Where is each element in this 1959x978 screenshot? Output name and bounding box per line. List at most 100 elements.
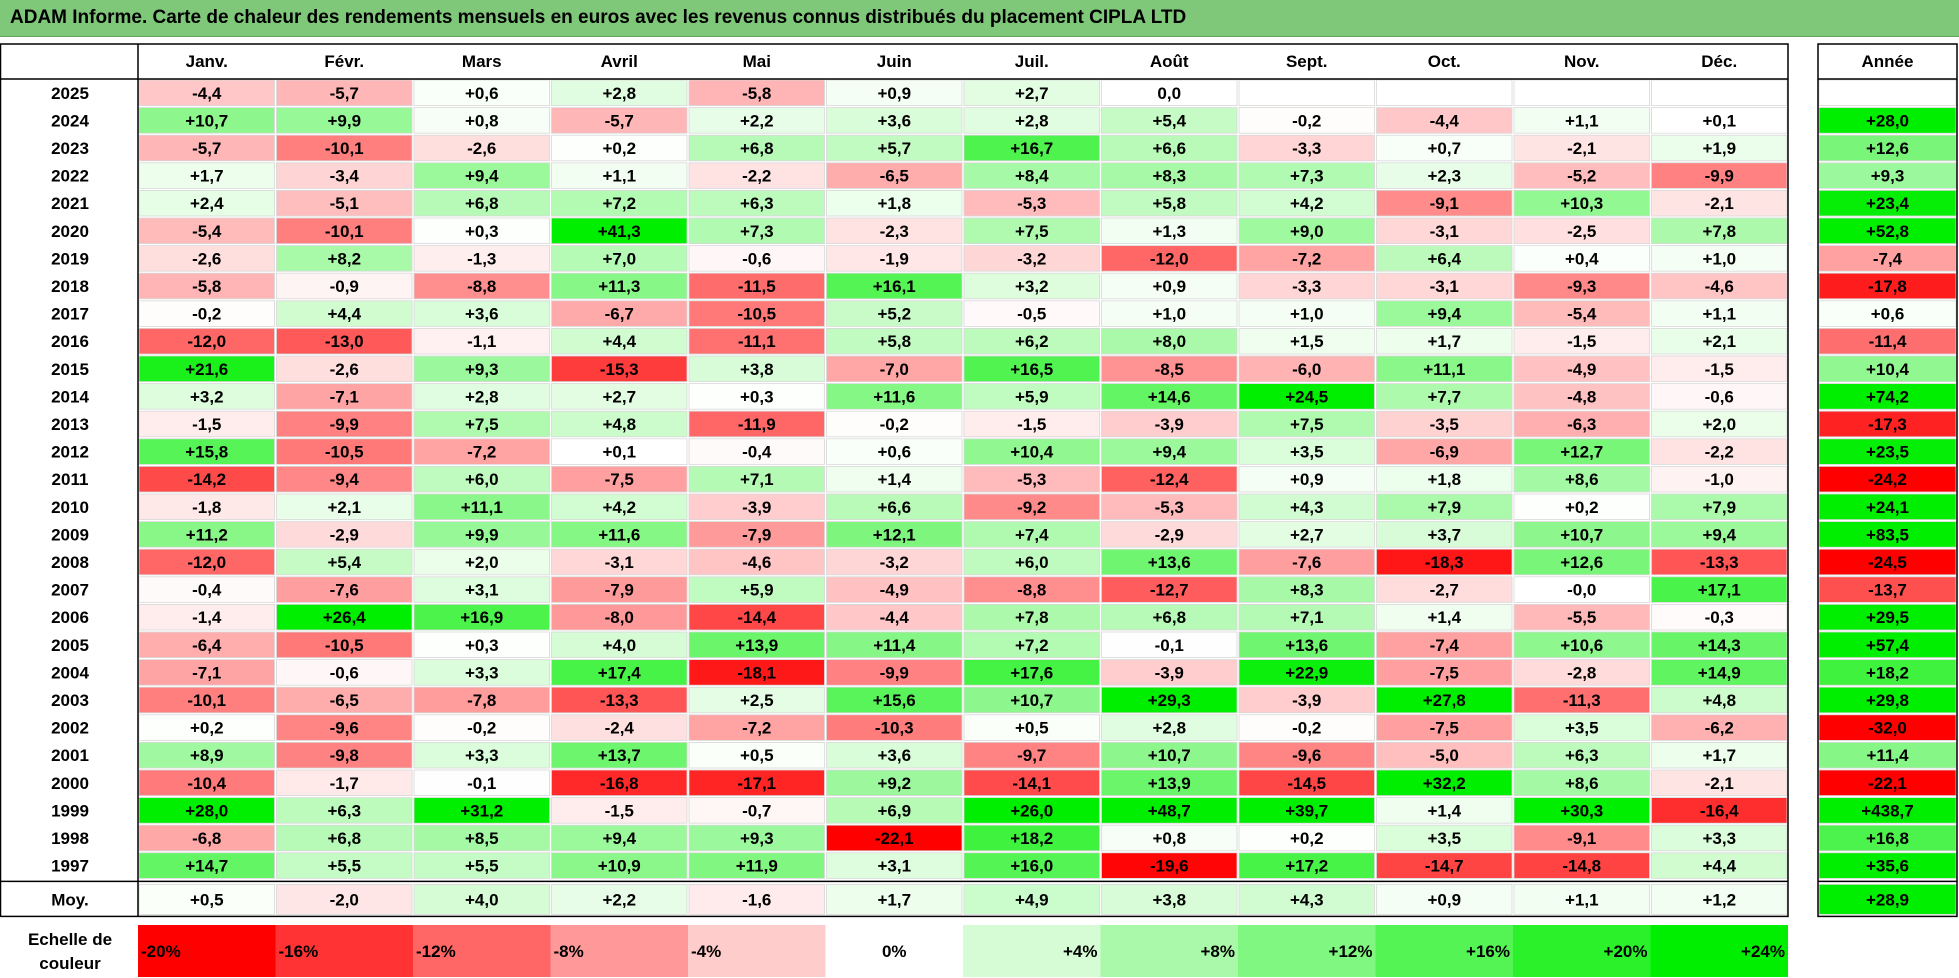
cell-value: +13,9 xyxy=(735,636,778,655)
scale-swatch xyxy=(413,925,551,977)
chart-title: ADAM Informe. Carte de chaleur des rende… xyxy=(10,7,1187,28)
month-header: Mars xyxy=(462,52,502,71)
cell-value: +9,4 xyxy=(1152,443,1186,462)
cell-value: +6,8 xyxy=(327,829,361,848)
cell-value: +31,2 xyxy=(460,801,503,820)
cell-value: -7,8 xyxy=(467,691,496,710)
cell-value: +17,4 xyxy=(598,663,642,682)
cell-value: +0,3 xyxy=(465,222,499,241)
cell-value: +27,8 xyxy=(1423,691,1466,710)
cell-value: +39,7 xyxy=(1285,801,1328,820)
heatmap-cell xyxy=(1513,604,1650,631)
year-label: 2021 xyxy=(51,194,89,213)
cell-value: +11,4 xyxy=(873,636,916,655)
cell-value: -6,7 xyxy=(605,305,634,324)
cell-value: -5,7 xyxy=(192,139,221,158)
heatmap-cell xyxy=(1513,162,1650,189)
scale-value: +4% xyxy=(1063,942,1098,961)
annual-cell xyxy=(1818,410,1957,438)
cell-value: -9,3 xyxy=(1567,277,1596,296)
cell-value: +5,4 xyxy=(327,553,361,572)
cell-value: +0,5 xyxy=(1015,719,1049,738)
table-row: 2005 -6,4 -10,5 +0,3 +4,0 +13,9 +11,4 +7,2 -0,1 +… xyxy=(51,631,1957,659)
cell-value: +2,8 xyxy=(1152,719,1186,738)
heatmap-cell xyxy=(138,465,275,493)
cell-value: -8,8 xyxy=(467,277,496,296)
heatmap-cell xyxy=(1651,355,1788,383)
cell-value: -1,1 xyxy=(467,332,496,351)
heatmap-cell xyxy=(1101,300,1238,327)
heatmap-cell xyxy=(1651,438,1788,465)
year-label: 2005 xyxy=(51,636,89,655)
cell-value: +2,1 xyxy=(1702,332,1736,351)
annual-value: +23,5 xyxy=(1866,443,1909,462)
heatmap-cell xyxy=(551,355,688,383)
month-header: Juin xyxy=(877,52,912,71)
cell-value: -1,4 xyxy=(192,608,222,627)
cell-value: +16,9 xyxy=(460,608,503,627)
heatmap-cell xyxy=(963,631,1100,659)
table-row: 2010 -1,8 +2,1 +11,1 +4,2 -3,9 +6,6 -9,2 -5,3 +4,… xyxy=(51,493,1957,521)
heatmap-cell xyxy=(1238,300,1375,327)
heatmap-cell xyxy=(1376,465,1513,493)
heatmap-cell xyxy=(1376,659,1513,686)
cell-value: -0,2 xyxy=(880,415,909,434)
cell-value: +1,0 xyxy=(1702,249,1736,268)
cell-value: +4,4 xyxy=(1702,857,1736,876)
cell-value: -3,9 xyxy=(1292,691,1321,710)
heatmap-cell xyxy=(1238,686,1375,714)
cell-value: +0,4 xyxy=(1565,249,1599,268)
cell-value: +10,7 xyxy=(1010,691,1053,710)
cell-value: +0,2 xyxy=(1565,498,1599,517)
cell-value: +6,4 xyxy=(1427,249,1461,268)
heatmap-cell xyxy=(963,576,1100,603)
heatmap-cell xyxy=(276,272,413,300)
cell-value: +26,4 xyxy=(323,608,367,627)
cell-value: -5,3 xyxy=(1017,194,1046,213)
table-row: 2019 -2,6 +8,2 -1,3 +7,0 -0,6 -1,9 -3,2 -12,0 -7,… xyxy=(51,245,1957,272)
heatmap-cell xyxy=(276,162,413,189)
cell-value: -3,2 xyxy=(1017,249,1046,268)
heatmap-cell xyxy=(551,107,688,134)
annual-cell xyxy=(1818,300,1957,327)
annual-cell xyxy=(1818,245,1957,272)
cell-value: +0,9 xyxy=(1152,277,1186,296)
cell-value: +30,3 xyxy=(1560,801,1603,820)
cell-value: +13,6 xyxy=(1285,636,1328,655)
heatmap-cell xyxy=(963,245,1100,272)
table-row: 2018 -5,8 -0,9 -8,8 +11,3 -11,5 +16,1 +3,2 +0,9 -… xyxy=(51,272,1957,300)
month-header: Avril xyxy=(601,52,638,71)
cell-value: -5,3 xyxy=(1155,498,1184,517)
heatmap-cell xyxy=(688,162,825,189)
heatmap-cell xyxy=(551,659,688,686)
cell-value: +7,9 xyxy=(1427,498,1461,517)
table-row: 1999 +28,0 +6,3 +31,2 -1,5 -0,7 +6,9 +26,0 +48,7… xyxy=(51,797,1957,824)
heatmap-cell xyxy=(138,576,275,603)
heatmap-cell xyxy=(826,162,963,189)
heatmap-cell xyxy=(1101,272,1238,300)
heatmap-cell xyxy=(688,604,825,631)
heatmap-cell xyxy=(1238,438,1375,465)
cell-value: -3,9 xyxy=(1155,415,1184,434)
heatmap-cell xyxy=(276,686,413,714)
heatmap-cell xyxy=(138,493,275,521)
cell-value: +8,4 xyxy=(1015,167,1049,186)
cell-value: -2,7 xyxy=(1430,581,1459,600)
average-cell xyxy=(688,884,825,915)
scale-swatch xyxy=(1238,925,1376,977)
cell-value: +10,7 xyxy=(1560,525,1603,544)
heatmap-cell xyxy=(688,134,825,162)
heatmap-cell xyxy=(1238,410,1375,438)
heatmap-cell xyxy=(688,576,825,603)
heatmap-cell xyxy=(413,383,550,410)
heatmap-cell xyxy=(688,107,825,134)
heatmap-cell xyxy=(1513,548,1650,576)
heatmap-cell xyxy=(1238,742,1375,769)
heatmap-cell xyxy=(1238,769,1375,797)
cell-value: +5,2 xyxy=(877,305,911,324)
cell-value: +7,5 xyxy=(465,415,499,434)
cell-value: -6,8 xyxy=(192,829,221,848)
annual-value: +0,6 xyxy=(1871,305,1905,324)
heatmap-cell xyxy=(413,300,550,327)
heatmap-cell xyxy=(1376,852,1513,879)
